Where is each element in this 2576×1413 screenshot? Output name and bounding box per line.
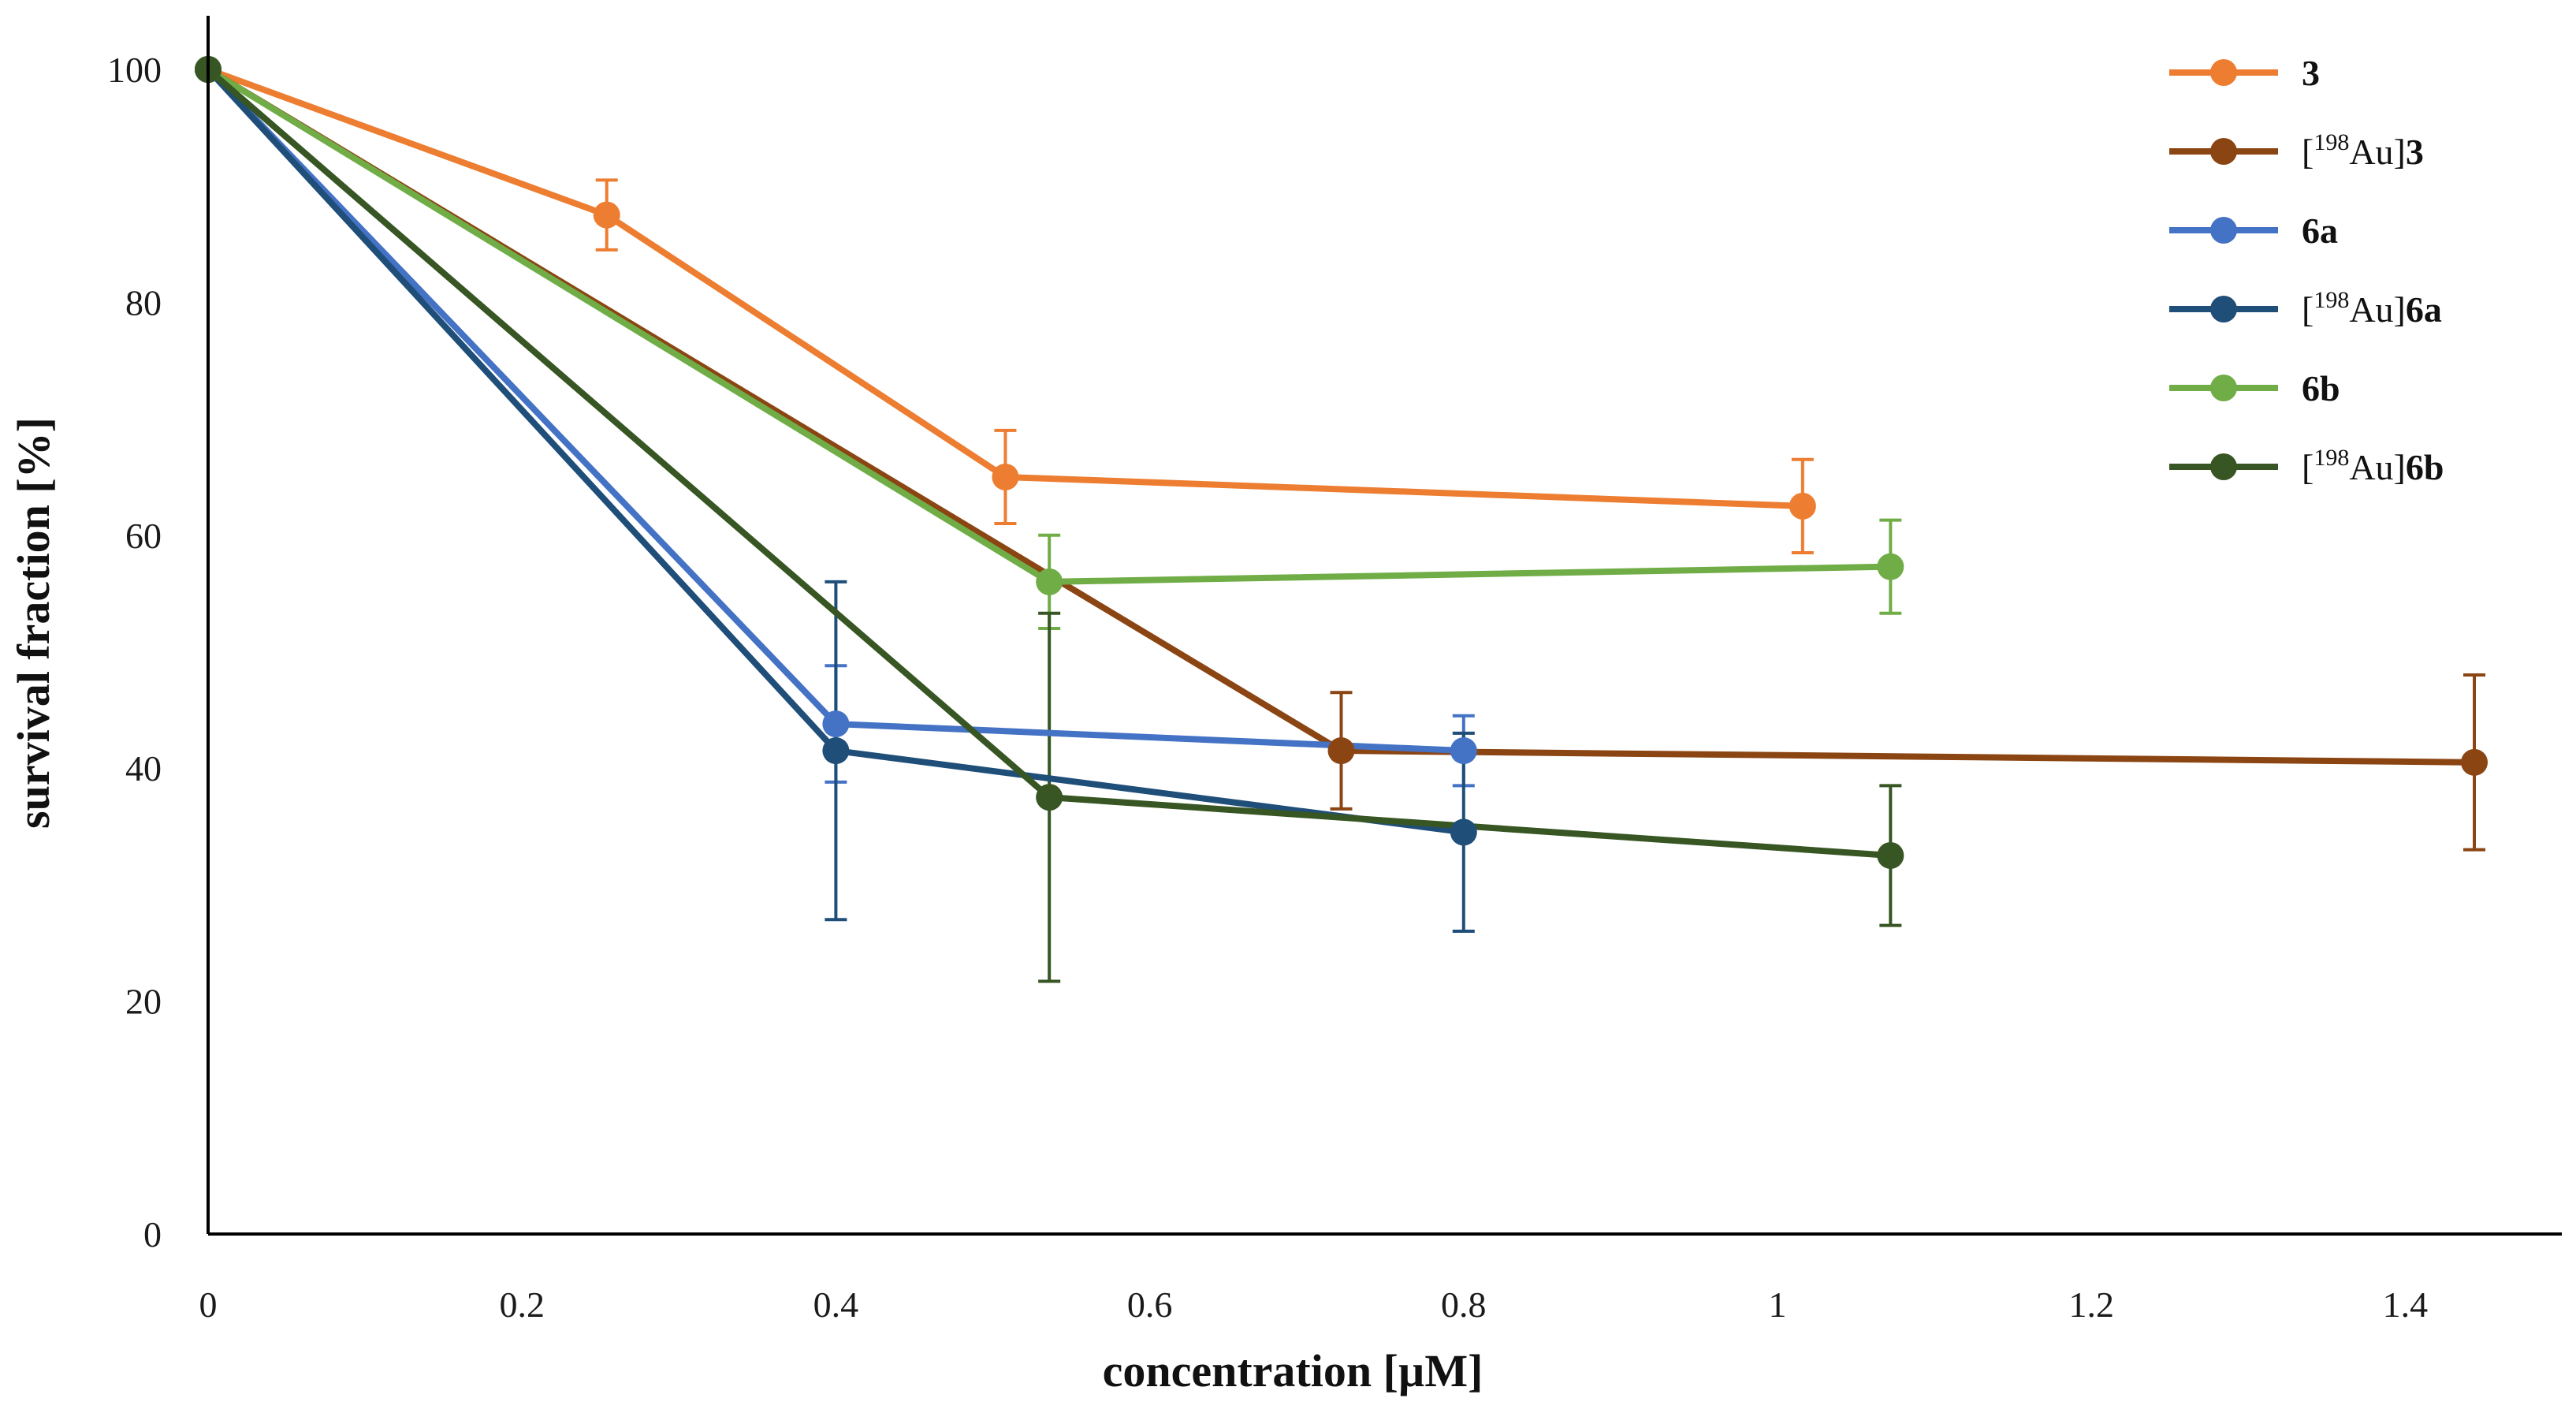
legend-item: 6b bbox=[2169, 368, 2340, 408]
legend-bracket: [ bbox=[2302, 447, 2314, 487]
legend-item: 6a bbox=[2169, 211, 2338, 251]
x-tick-label: 0.6 bbox=[1127, 1284, 1173, 1325]
series-line-0 bbox=[207, 66, 1804, 509]
y-tick-label: 80 bbox=[125, 282, 162, 322]
data-points bbox=[195, 56, 2489, 869]
legend-swatch-marker bbox=[2210, 59, 2237, 86]
legend-item: [198Au]6a bbox=[2169, 287, 2442, 330]
legend-compound: 6b bbox=[2406, 447, 2444, 487]
legend-prefix: Au] bbox=[2349, 132, 2406, 172]
y-tick-label: 20 bbox=[125, 982, 162, 1022]
y-tick-labels: 0 20 40 60 80 100 bbox=[107, 50, 162, 1255]
legend-bracket: [ bbox=[2302, 289, 2314, 330]
legend-swatch-marker bbox=[2210, 453, 2237, 480]
legend-swatch-marker bbox=[2210, 296, 2237, 322]
legend-prefix: Au] bbox=[2349, 289, 2406, 330]
legend-label: 6a bbox=[2302, 211, 2338, 251]
data-point bbox=[822, 710, 850, 738]
data-point bbox=[1877, 553, 1904, 580]
series-line-1 bbox=[206, 66, 2475, 766]
data-point bbox=[593, 201, 620, 229]
x-tick-labels: 0 0.2 0.4 0.6 0.8 1 1.2 1.4 bbox=[199, 1284, 2429, 1325]
data-point bbox=[1789, 492, 1816, 520]
legend-swatch-marker bbox=[2210, 375, 2237, 401]
data-point bbox=[1877, 841, 1904, 869]
legend-compound: 6a bbox=[2302, 211, 2338, 251]
legend-swatch-marker bbox=[2210, 217, 2237, 244]
y-tick-label: 40 bbox=[125, 748, 162, 789]
legend-compound: 3 bbox=[2302, 53, 2320, 93]
legend-item: [198Au]6b bbox=[2169, 445, 2444, 487]
y-tick-label: 0 bbox=[143, 1214, 162, 1255]
legend-swatch-marker bbox=[2210, 138, 2237, 165]
legend-label: [198Au]6a bbox=[2302, 287, 2442, 330]
legend-label: 6b bbox=[2302, 368, 2340, 408]
axes bbox=[207, 16, 2562, 1236]
data-point bbox=[2461, 748, 2489, 776]
y-axis-title: survival fraction [%] bbox=[8, 417, 59, 829]
y-tick-label: 100 bbox=[107, 50, 162, 90]
legend-label: [198Au]6b bbox=[2302, 445, 2444, 487]
legend-prefix: Au] bbox=[2349, 447, 2406, 487]
legend-compound: 6a bbox=[2406, 289, 2442, 330]
data-point bbox=[822, 737, 850, 765]
legend-superscript: 198 bbox=[2314, 129, 2349, 155]
legend-compound: 6b bbox=[2302, 368, 2340, 408]
x-axis-title: concentration [µM] bbox=[1103, 1345, 1483, 1396]
legend-superscript: 198 bbox=[2314, 445, 2349, 471]
legend-compound: 3 bbox=[2406, 132, 2424, 172]
x-tick-label: 0.8 bbox=[1441, 1284, 1487, 1325]
data-point bbox=[1327, 737, 1355, 765]
legend-bracket: [ bbox=[2302, 132, 2314, 172]
data-point bbox=[992, 463, 1019, 490]
series-line-4 bbox=[206, 66, 1891, 585]
x-tick-label: 1.4 bbox=[2383, 1284, 2429, 1325]
legend-label: [198Au]3 bbox=[2302, 129, 2424, 172]
data-point bbox=[1450, 818, 1477, 846]
x-tick-label: 1.2 bbox=[2068, 1284, 2114, 1325]
data-point bbox=[1450, 737, 1477, 765]
legend-item: 3 bbox=[2169, 53, 2320, 93]
legend-item: [198Au]3 bbox=[2169, 129, 2424, 172]
x-tick-label: 0.4 bbox=[813, 1284, 859, 1325]
x-tick-label: 0 bbox=[199, 1284, 218, 1325]
data-point bbox=[1036, 784, 1063, 811]
y-tick-label: 60 bbox=[125, 516, 162, 556]
legend-superscript: 198 bbox=[2314, 287, 2349, 313]
error-bars bbox=[197, 68, 2486, 983]
data-point bbox=[1036, 568, 1063, 595]
x-tick-label: 0.2 bbox=[499, 1284, 545, 1325]
x-tick-label: 1 bbox=[1769, 1284, 1787, 1325]
legend-label: 3 bbox=[2302, 53, 2320, 93]
